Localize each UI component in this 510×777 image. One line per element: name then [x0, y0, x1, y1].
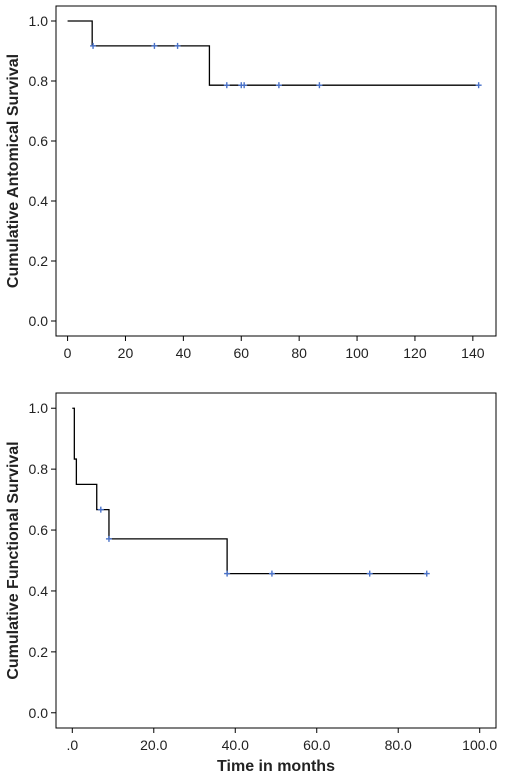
y-axis-title: Cumulative Functional Survival: [5, 441, 22, 679]
y-tick-label: 0.0: [29, 313, 49, 329]
censor-mark: [241, 82, 248, 89]
censor-mark: [316, 82, 323, 89]
x-tick-label: 100: [345, 345, 369, 361]
x-tick-label: 40: [176, 345, 192, 361]
survival-curve: [67, 20, 479, 86]
censor-mark: [97, 506, 104, 513]
x-tick-label: 60.0: [303, 737, 330, 753]
censor-mark: [105, 535, 112, 542]
censor-mark: [423, 570, 430, 577]
x-tick-label: 140: [461, 345, 485, 361]
survival-curve: [72, 407, 427, 575]
x-tick-label: 80.0: [385, 737, 412, 753]
chart-panel-2: 0.0 0.2 0.4 0.6 0.8 1.0 .0 20.0 40.0 60.0 80.0 100.…: [5, 392, 497, 775]
y-tick-label: 0.4: [29, 583, 49, 599]
x-axis-title: Time in months: [217, 758, 335, 775]
y-tick-label: 0.6: [29, 522, 49, 538]
censor-mark: [366, 570, 373, 577]
x-tick-label: 120: [403, 345, 427, 361]
censor-mark: [224, 570, 231, 577]
y-axis-title: Cumulative Antomical Survival: [5, 54, 22, 288]
chart-panel-1: 0.0 0.2 0.4 0.6 0.8 1.0 0 20 40 60 80 100 120 140 Cumu…: [5, 5, 497, 361]
x-tick-label: 60: [233, 345, 249, 361]
y-tick-label: 1.0: [29, 400, 49, 416]
censor-mark: [90, 42, 97, 49]
y-tick-label: 0.6: [29, 133, 49, 149]
x-tick-label: 0: [64, 345, 72, 361]
y-tick-label: 0.0: [29, 705, 49, 721]
plot-frame: [55, 392, 497, 729]
y-tick-label: 1.0: [29, 13, 49, 29]
x-tick-label: 20.0: [140, 737, 167, 753]
censor-mark: [223, 82, 230, 89]
y-tick-label: 0.2: [29, 253, 49, 269]
censor-mark: [275, 82, 282, 89]
x-tick-label: 100.0: [462, 737, 497, 753]
censor-mark: [174, 42, 181, 49]
y-tick-label: 0.8: [29, 461, 49, 477]
x-tick-label: 20: [118, 345, 134, 361]
x-tick-label: 80: [291, 345, 307, 361]
censor-mark: [475, 82, 482, 89]
censor-mark: [268, 570, 275, 577]
y-tick-label: 0.2: [29, 644, 49, 660]
y-tick-label: 0.4: [29, 193, 49, 209]
censor-mark: [151, 42, 158, 49]
y-tick-label: 0.8: [29, 73, 49, 89]
x-tick-label: .0: [66, 737, 78, 753]
x-tick-label: 40.0: [222, 737, 249, 753]
plot-frame: [55, 5, 497, 337]
